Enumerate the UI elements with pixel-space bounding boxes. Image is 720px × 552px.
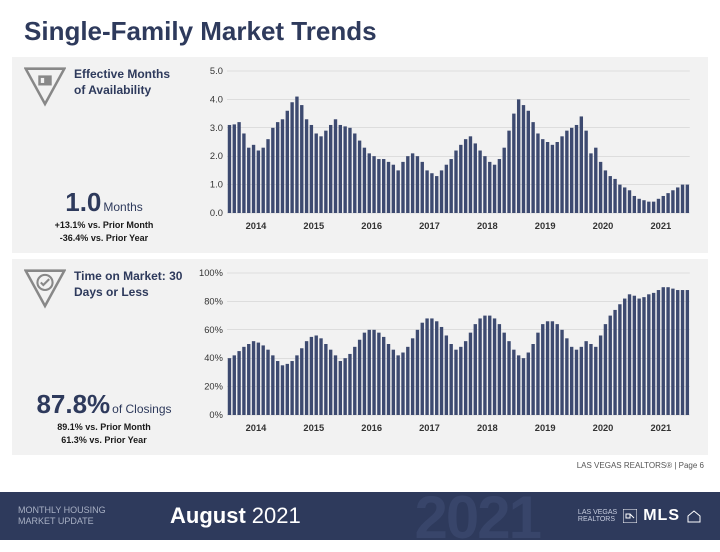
svg-text:2019: 2019 [535,221,556,231]
panel-availability: Effective Months of Availability 1.0Mont… [12,57,708,253]
stat-unit: Months [103,200,142,214]
svg-text:2020: 2020 [593,221,614,231]
svg-text:2016: 2016 [361,221,382,231]
stat-value: 1.0 [65,187,101,217]
house-icon [686,508,702,524]
stat-block: 1.0Months +13.1% vs. Prior Month -36.4% … [24,187,184,245]
svg-text:2021: 2021 [650,221,671,231]
footer-logo: LAS VEGASREALTORS MLS [578,507,702,525]
footer-bar: 2021 MONTHLY HOUSINGMARKET UPDATE August… [0,492,720,540]
svg-text:2018: 2018 [477,423,498,433]
svg-text:2017: 2017 [419,221,440,231]
stat-sub1: +13.1% vs. Prior Month [24,220,184,232]
realtor-icon [623,509,637,523]
stat-unit: of Closings [112,402,171,416]
svg-text:100%: 100% [199,268,223,278]
svg-text:2014: 2014 [246,221,268,231]
svg-text:40%: 40% [204,353,223,363]
stat-sub2: 61.3% vs. Prior Year [24,435,184,447]
svg-text:3.0: 3.0 [210,123,223,133]
svg-text:5.0: 5.0 [210,66,223,76]
metric-title: Effective Months of Availability [74,67,184,98]
svg-text:0.0: 0.0 [210,208,223,218]
metric-title: Time on Market: 30 Days or Less [74,269,184,300]
svg-text:2020: 2020 [593,423,614,433]
svg-text:2014: 2014 [246,423,268,433]
footer-bg-year: 2021 [415,483,540,552]
stat-sub2: -36.4% vs. Prior Year [24,233,184,245]
svg-text:20%: 20% [204,382,223,392]
svg-text:2015: 2015 [303,221,324,231]
mls-text: MLS [643,507,680,525]
stat-value: 87.8% [36,389,110,419]
svg-text:0%: 0% [209,410,222,420]
svg-text:1.0: 1.0 [210,180,223,190]
svg-text:60%: 60% [204,325,223,335]
svg-text:2019: 2019 [535,423,556,433]
svg-text:2015: 2015 [303,423,324,433]
footer-label: MONTHLY HOUSINGMARKET UPDATE [0,505,156,527]
chart-availability: 0.0 1.0 2.0 3.0 4.0 5.0 2014 2015 2016 2017 2018 20… [192,57,708,253]
stat-block: 87.8%of Closings 89.1% vs. Prior Month 6… [24,389,184,447]
stat-sub1: 89.1% vs. Prior Month [24,422,184,434]
svg-text:2018: 2018 [477,221,498,231]
svg-text:2.0: 2.0 [210,151,223,161]
footer-month: August [170,503,246,529]
check-triangle-icon [24,269,66,311]
page-title: Single-Family Market Trends [0,0,720,57]
panel-left: Time on Market: 30 Days or Less 87.8%of … [12,259,192,455]
svg-text:2017: 2017 [419,423,440,433]
svg-text:4.0: 4.0 [210,95,223,105]
chart-time-on-market: 0% 20% 40% 60% 80% 100% 2014 2015 2016 2017 2018 20… [192,259,708,455]
source-text: LAS VEGAS REALTORS® | Page 6 [0,461,720,472]
house-triangle-icon [24,67,66,109]
panel-time-on-market: Time on Market: 30 Days or Less 87.8%of … [12,259,708,455]
footer-year: 2021 [252,503,301,529]
svg-text:2016: 2016 [361,423,382,433]
svg-text:80%: 80% [204,297,223,307]
svg-text:2021: 2021 [650,423,671,433]
panel-left: Effective Months of Availability 1.0Mont… [12,57,192,253]
